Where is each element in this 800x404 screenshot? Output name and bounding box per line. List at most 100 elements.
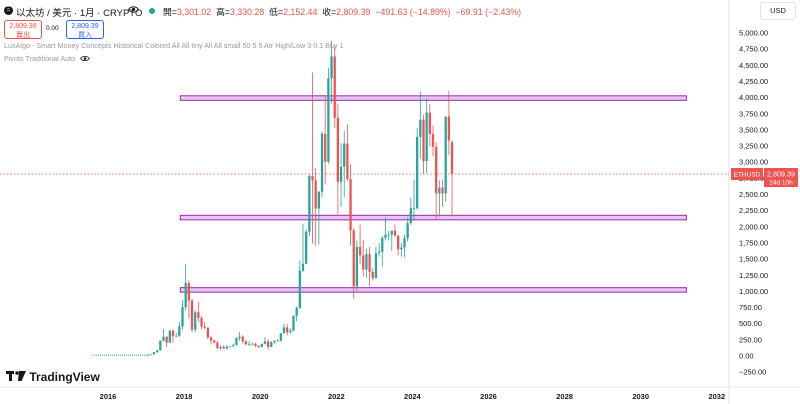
candle-body[interactable]: [187, 283, 190, 301]
candle-body[interactable]: [314, 180, 317, 209]
candle-body[interactable]: [339, 166, 343, 182]
candle-body[interactable]: [403, 238, 406, 248]
candle-body[interactable]: [377, 251, 381, 254]
candle-body[interactable]: [247, 343, 251, 345]
eye-icon[interactable]: [127, 5, 140, 16]
candle-body[interactable]: [358, 246, 362, 256]
candle-body[interactable]: [336, 117, 340, 182]
candle-body[interactable]: [156, 350, 159, 353]
candle-body[interactable]: [412, 208, 416, 210]
candle-body[interactable]: [387, 234, 390, 236]
candle-body[interactable]: [190, 300, 194, 330]
candle-body[interactable]: [178, 326, 181, 336]
candle-body[interactable]: [286, 327, 289, 333]
candle-body[interactable]: [450, 142, 454, 175]
candle-body[interactable]: [146, 354, 149, 356]
indicator-pivots[interactable]: Pivots Traditional Auto: [4, 54, 90, 64]
candle-body[interactable]: [416, 136, 419, 209]
candle-body[interactable]: [390, 230, 393, 235]
candle-body[interactable]: [254, 343, 257, 346]
candle-body[interactable]: [438, 187, 441, 194]
candle-body[interactable]: [184, 283, 187, 308]
candle-body[interactable]: [343, 143, 346, 167]
candle-body[interactable]: [308, 175, 311, 232]
candle-body[interactable]: [352, 230, 355, 287]
candle-body[interactable]: [197, 312, 200, 319]
candle-body[interactable]: [273, 340, 276, 343]
candle-body[interactable]: [301, 263, 305, 271]
candle-body[interactable]: [447, 116, 451, 141]
candle-body[interactable]: [165, 336, 168, 343]
candle-body[interactable]: [384, 234, 387, 238]
candle-body[interactable]: [279, 333, 282, 341]
candle-body[interactable]: [444, 116, 447, 194]
candle-body[interactable]: [393, 230, 397, 236]
candle-body[interactable]: [362, 255, 365, 270]
candle-body[interactable]: [295, 307, 298, 316]
candle-body[interactable]: [171, 330, 175, 337]
candle-body[interactable]: [282, 327, 286, 334]
candle-body[interactable]: [289, 330, 292, 333]
candle-body[interactable]: [238, 336, 241, 339]
candle-body[interactable]: [175, 335, 178, 337]
candle-body[interactable]: [263, 341, 267, 344]
indicator-luxalgo[interactable]: LuxAlgo - Smart Money Concepts Historica…: [4, 41, 344, 50]
candle-body[interactable]: [209, 337, 213, 341]
candle-body[interactable]: [222, 346, 225, 349]
candle-body[interactable]: [162, 336, 165, 341]
candle-body[interactable]: [346, 143, 349, 180]
candle-body[interactable]: [333, 56, 336, 118]
candle-body[interactable]: [292, 315, 295, 331]
candle-body[interactable]: [241, 336, 244, 342]
candle-body[interactable]: [235, 338, 238, 346]
candle-body[interactable]: [213, 340, 216, 343]
candle-body[interactable]: [422, 119, 425, 162]
candle-body[interactable]: [244, 341, 248, 345]
candle-body[interactable]: [349, 179, 352, 231]
candle-body[interactable]: [368, 254, 371, 272]
candle-body[interactable]: [203, 326, 206, 328]
buy-button[interactable]: 2,809.39 買入: [66, 20, 104, 39]
candle-body[interactable]: [355, 246, 359, 287]
candle-body[interactable]: [400, 247, 403, 250]
candle-body[interactable]: [406, 223, 409, 239]
support-resistance-zone[interactable]: [179, 95, 687, 101]
candle-body[interactable]: [320, 133, 324, 192]
candle-body[interactable]: [327, 78, 330, 162]
candle-body[interactable]: [330, 56, 333, 79]
candle-body[interactable]: [276, 340, 279, 342]
candle-body[interactable]: [409, 208, 412, 224]
candle-body[interactable]: [194, 312, 197, 330]
sell-button[interactable]: 2,809.39 賣出: [4, 20, 42, 39]
candle-body[interactable]: [431, 133, 435, 147]
candle-body[interactable]: [168, 330, 171, 343]
candle-body[interactable]: [374, 253, 378, 279]
candle-body[interactable]: [216, 342, 219, 349]
candle-body[interactable]: [428, 112, 431, 134]
candle-body[interactable]: [270, 342, 273, 347]
candle-body[interactable]: [381, 237, 384, 252]
candle-body[interactable]: [200, 318, 203, 327]
candle-body[interactable]: [371, 271, 374, 279]
candle-body[interactable]: [257, 345, 260, 348]
candle-body[interactable]: [324, 133, 327, 162]
candle-body[interactable]: [149, 354, 152, 356]
candle-body[interactable]: [311, 175, 314, 181]
symbol-title[interactable]: 以太坊 / 美元 · 1月 · CRYPTO: [16, 8, 143, 19]
candle-body[interactable]: [152, 352, 156, 355]
candle-body[interactable]: [305, 231, 308, 264]
candle-body[interactable]: [396, 235, 400, 250]
candle-body[interactable]: [266, 341, 270, 347]
candle-body[interactable]: [206, 327, 210, 338]
candle-body[interactable]: [159, 340, 162, 351]
candle-body[interactable]: [298, 270, 301, 308]
candle-body[interactable]: [219, 346, 222, 349]
candle-body[interactable]: [435, 146, 438, 194]
candle-body[interactable]: [225, 346, 229, 349]
candle-body[interactable]: [317, 191, 321, 209]
eye-icon[interactable]: [80, 55, 90, 64]
support-resistance-zone[interactable]: [179, 287, 687, 293]
candle-body[interactable]: [181, 307, 184, 327]
candle-body[interactable]: [425, 112, 428, 162]
